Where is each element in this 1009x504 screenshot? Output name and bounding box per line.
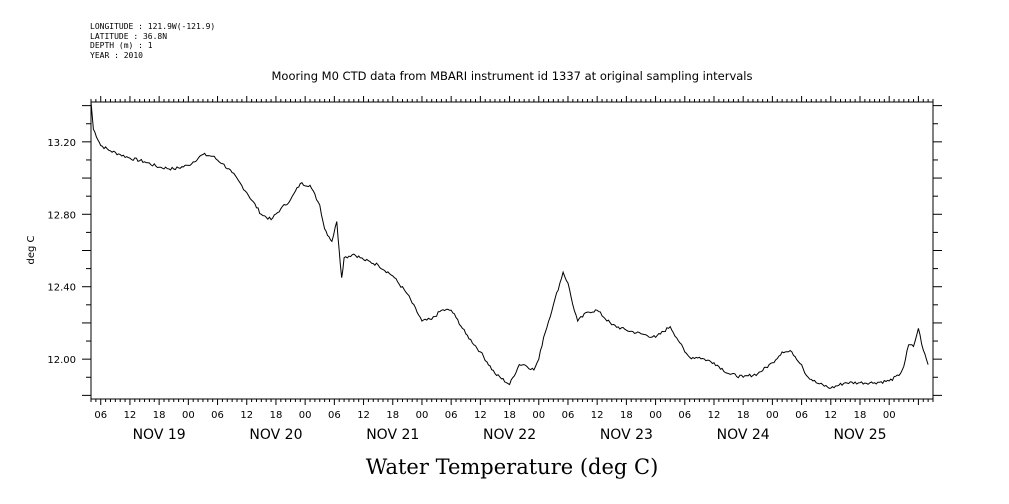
x-tick-label: 18 xyxy=(854,410,867,421)
x-tick-label: 18 xyxy=(386,410,399,421)
x-tick-label: 18 xyxy=(503,410,516,421)
metadata-block: LONGITUDE : 121.9W(-121.9) LATITUDE : 36… xyxy=(90,22,215,60)
x-tick-label: 12 xyxy=(124,410,137,421)
depth-text: DEPTH (m) : 1 xyxy=(90,41,153,50)
x-tick-label: 00 xyxy=(182,410,195,421)
plot-frame xyxy=(90,101,934,400)
x-tick-label: 00 xyxy=(416,410,429,421)
y-tick-label: 12.00 xyxy=(47,355,76,366)
x-tick-label: 00 xyxy=(532,410,545,421)
chart-title: Water Temperature (deg C) xyxy=(366,455,659,479)
x-day-label: NOV 22 xyxy=(483,427,536,443)
x-axis: 06 12 18 00 06 12 18 00 06 12 18 00 06 12 18 00 06 12 18 00… xyxy=(94,410,895,443)
x-tick-label: 00 xyxy=(299,410,312,421)
x-tick-label: 12 xyxy=(474,410,487,421)
x-tick-label: 06 xyxy=(211,410,224,421)
x-tick-label: 12 xyxy=(591,410,604,421)
x-tick-label: 06 xyxy=(678,410,691,421)
x-tick-label: 12 xyxy=(240,410,253,421)
x-day-label: NOV 20 xyxy=(249,427,302,443)
x-tick-label: 18 xyxy=(270,410,283,421)
x-tick-label: 06 xyxy=(795,410,808,421)
x-day-label: NOV 24 xyxy=(717,427,770,443)
x-tick-label: 00 xyxy=(766,410,779,421)
y-tick-label: 12.80 xyxy=(47,210,76,221)
axis-ticks xyxy=(90,96,934,405)
chart-subtitle: Mooring M0 CTD data from MBARI instrumen… xyxy=(272,69,753,83)
y-axis-label: deg C xyxy=(26,235,37,264)
x-day-label: NOV 19 xyxy=(133,427,186,443)
longitude-text: LONGITUDE : 121.9W(-121.9) xyxy=(90,22,216,31)
x-tick-label: 00 xyxy=(883,410,896,421)
x-tick-label: 06 xyxy=(562,410,575,421)
y-axis: 13.20 12.80 12.40 12.00 xyxy=(47,105,942,396)
y-tick-label: 12.40 xyxy=(47,283,76,294)
x-tick-label: 18 xyxy=(737,410,750,421)
x-tick-label: 00 xyxy=(649,410,662,421)
y-tick-label: 13.20 xyxy=(47,138,76,149)
year-text: YEAR : 2010 xyxy=(90,50,143,60)
temperature-series-line xyxy=(90,101,929,389)
x-tick-label: 06 xyxy=(328,410,341,421)
x-tick-label: 06 xyxy=(94,410,107,421)
latitude-text: LATITUDE : 36.8N xyxy=(90,31,168,41)
x-tick-label: 12 xyxy=(357,410,370,421)
x-tick-label: 12 xyxy=(824,410,837,421)
x-day-label: NOV 21 xyxy=(366,427,419,443)
x-tick-label: 06 xyxy=(445,410,458,421)
x-tick-label: 18 xyxy=(153,410,166,421)
x-day-label: NOV 23 xyxy=(600,427,653,443)
x-tick-label: 12 xyxy=(708,410,721,421)
x-tick-label: 18 xyxy=(620,410,633,421)
x-day-label: NOV 25 xyxy=(833,427,886,443)
